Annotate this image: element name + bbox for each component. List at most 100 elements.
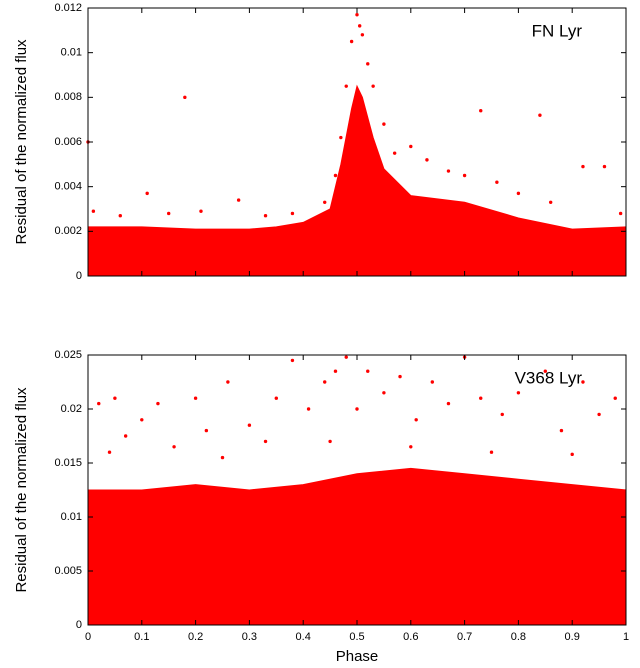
y-tick-label: 0.01 — [61, 511, 82, 523]
point — [91, 209, 96, 213]
point — [446, 401, 451, 406]
point — [613, 396, 617, 400]
point — [559, 428, 564, 433]
point — [516, 391, 521, 395]
point — [357, 24, 362, 28]
point — [323, 380, 327, 384]
y-tick-label: 0 — [76, 619, 82, 631]
point — [349, 39, 354, 44]
point — [495, 180, 499, 184]
point — [479, 109, 483, 113]
point — [500, 412, 504, 417]
point — [538, 113, 542, 117]
point — [581, 164, 585, 169]
point — [414, 418, 418, 422]
annotation: FN Lyr — [532, 21, 583, 40]
point — [360, 33, 365, 37]
point — [602, 164, 607, 169]
x-tick-label: 0.2 — [188, 631, 203, 643]
point — [366, 369, 370, 373]
point — [344, 355, 348, 359]
point — [398, 374, 402, 379]
point — [290, 211, 295, 216]
point — [462, 173, 467, 178]
point — [430, 380, 435, 384]
x-tick-label: 0 — [85, 631, 91, 643]
dense-area — [87, 84, 627, 277]
dense-area — [87, 467, 627, 626]
x-tick-label: 0.3 — [242, 631, 257, 643]
point — [140, 418, 144, 422]
point — [172, 445, 176, 449]
point — [236, 198, 241, 202]
point — [618, 211, 623, 216]
point — [333, 369, 338, 373]
x-axis-label: Phase — [336, 648, 379, 665]
point — [247, 423, 252, 427]
point — [274, 396, 278, 400]
y-tick-label: 0 — [76, 270, 82, 282]
y-tick-label: 0.012 — [54, 2, 82, 14]
point — [107, 450, 112, 454]
point — [409, 144, 413, 149]
point — [392, 151, 397, 155]
point — [323, 200, 327, 204]
point — [145, 191, 149, 196]
point — [581, 380, 585, 384]
y-tick-label: 0.004 — [54, 181, 82, 193]
annotation: V368 Lyr — [515, 368, 583, 387]
x-tick-label: 0.8 — [511, 631, 526, 643]
point — [446, 169, 451, 173]
point — [344, 84, 348, 88]
y-tick-label: 0.006 — [54, 136, 82, 148]
point — [220, 455, 225, 460]
point — [355, 13, 359, 17]
point — [409, 445, 413, 449]
point — [199, 209, 203, 213]
point — [156, 401, 160, 406]
y-tick-label: 0.002 — [54, 225, 82, 237]
x-tick-label: 0.1 — [134, 631, 149, 643]
point — [382, 391, 386, 395]
point — [306, 407, 311, 411]
point — [333, 173, 338, 178]
point — [570, 452, 574, 457]
y-tick-label: 0.008 — [54, 91, 82, 103]
point — [123, 434, 128, 438]
point — [597, 412, 601, 417]
point — [548, 200, 553, 204]
y-axis-label: Residual of the normalized flux — [13, 39, 30, 245]
point — [382, 122, 386, 126]
y-tick-label: 0.025 — [54, 349, 82, 361]
x-tick-label: 1 — [623, 631, 629, 643]
y-tick-label: 0.02 — [61, 403, 82, 415]
point — [97, 401, 101, 406]
point — [516, 191, 521, 196]
point — [263, 214, 268, 218]
y-tick-label: 0.005 — [54, 565, 82, 577]
point — [204, 428, 209, 433]
y-tick-label: 0.015 — [54, 457, 82, 469]
point — [425, 158, 429, 162]
point — [118, 214, 122, 218]
point — [193, 396, 198, 400]
y-axis-label: Residual of the normalized flux — [13, 387, 30, 593]
x-tick-label: 0.7 — [457, 631, 472, 643]
point — [355, 407, 359, 411]
point — [489, 450, 494, 454]
x-tick-label: 0.6 — [403, 631, 418, 643]
x-tick-label: 0.5 — [349, 631, 364, 643]
point — [366, 62, 370, 66]
point — [226, 380, 230, 384]
point — [113, 396, 117, 400]
x-tick-label: 0.9 — [565, 631, 580, 643]
point — [183, 95, 187, 100]
point — [328, 439, 332, 444]
x-tick-label: 0.4 — [296, 631, 311, 643]
point — [543, 369, 547, 373]
point — [371, 84, 375, 88]
point — [339, 135, 343, 140]
point — [290, 358, 295, 363]
point — [167, 211, 171, 216]
